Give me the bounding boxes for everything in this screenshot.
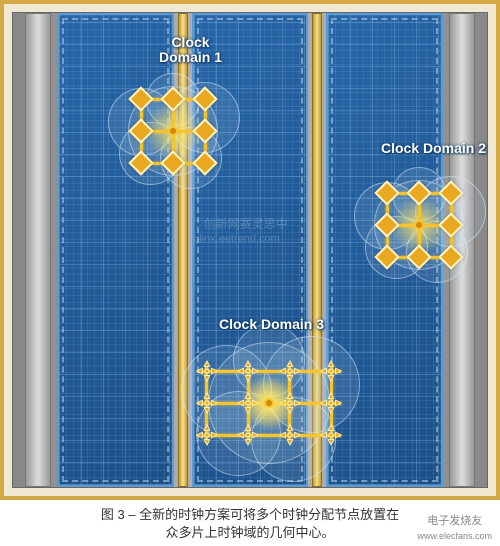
distribution-center xyxy=(168,126,178,136)
chip-area: 创新网赛灵思中 http://xilinx.eetrend.com Clock … xyxy=(12,12,488,488)
distribution-node-arrow xyxy=(320,392,342,414)
distribution-node-arrow xyxy=(279,424,301,446)
clock-domain-2-label: Clock Domain 2 xyxy=(381,141,486,156)
distribution-node-arrow xyxy=(196,360,218,382)
clock-domain-1-label: Clock Domain 1 xyxy=(159,35,222,66)
distribution-node-arrow xyxy=(320,424,342,446)
distribution-center xyxy=(414,220,424,230)
distribution-node-arrow xyxy=(196,424,218,446)
distribution-node-arrow xyxy=(237,424,259,446)
figure-caption: 图 3 – 全新的时钟方案可将多个时钟分配节点放置在 众多片上时钟域的几何中心。… xyxy=(0,500,500,546)
distribution-node-arrow xyxy=(320,360,342,382)
distribution-center xyxy=(264,398,274,408)
domain-layer: Clock Domain 1Clock Domain 2Clock Domain… xyxy=(57,13,443,487)
left-side-rail xyxy=(25,13,51,487)
distribution-node-arrow xyxy=(196,392,218,414)
distribution-node-arrow xyxy=(237,360,259,382)
footer-brand: 电子发烧友 www.elecfans.com xyxy=(417,514,492,545)
figure-frame: 创新网赛灵思中 http://xilinx.eetrend.com Clock … xyxy=(0,0,500,500)
clock-domain-3-label: Clock Domain 3 xyxy=(219,317,324,332)
die-region: 创新网赛灵思中 http://xilinx.eetrend.com Clock … xyxy=(57,13,443,487)
distribution-node-arrow xyxy=(279,360,301,382)
